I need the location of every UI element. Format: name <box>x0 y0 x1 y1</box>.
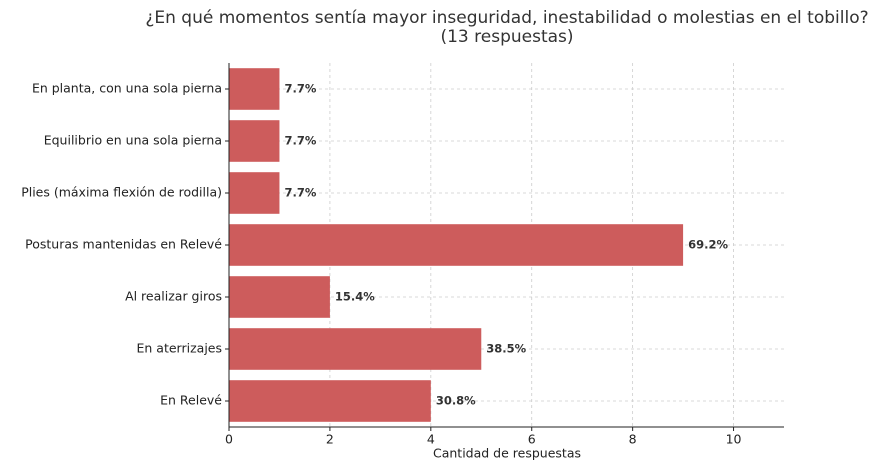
bar <box>229 68 280 110</box>
y-tick-label: En planta, con una sola pierna <box>32 81 222 96</box>
bar <box>229 224 684 266</box>
x-tick-label: 0 <box>225 432 233 447</box>
x-tick-label: 6 <box>528 432 536 447</box>
bar <box>229 380 431 422</box>
value-label: 7.7% <box>284 82 316 96</box>
value-label: 38.5% <box>486 342 526 356</box>
y-tick-label: Posturas mantenidas en Relevé <box>25 237 222 252</box>
bar <box>229 276 330 318</box>
y-tick-label: Equilibrio en una sola pierna <box>44 133 222 148</box>
x-tick-label: 10 <box>726 432 742 447</box>
value-label: 30.8% <box>436 394 476 408</box>
bar <box>229 172 280 214</box>
chart-title: ¿En qué momentos sentía mayor insegurida… <box>145 8 868 28</box>
x-tick-label: 4 <box>427 432 435 447</box>
y-tick-label: En aterrizajes <box>137 341 222 356</box>
chart-subtitle: (13 respuestas) <box>440 27 573 47</box>
y-tick-label: En Relevé <box>160 393 222 408</box>
value-label: 69.2% <box>688 238 728 252</box>
y-tick-label: Al realizar giros <box>125 289 222 304</box>
value-label: 7.7% <box>284 186 316 200</box>
x-tick-label: 2 <box>326 432 334 447</box>
value-label: 7.7% <box>284 134 316 148</box>
y-tick-label: Plies (máxima flexión de rodilla) <box>21 185 222 200</box>
bar <box>229 328 482 370</box>
bar <box>229 120 280 162</box>
value-label: 15.4% <box>335 290 375 304</box>
x-axis-label: Cantidad de respuestas <box>433 446 581 461</box>
x-tick-label: 8 <box>629 432 637 447</box>
